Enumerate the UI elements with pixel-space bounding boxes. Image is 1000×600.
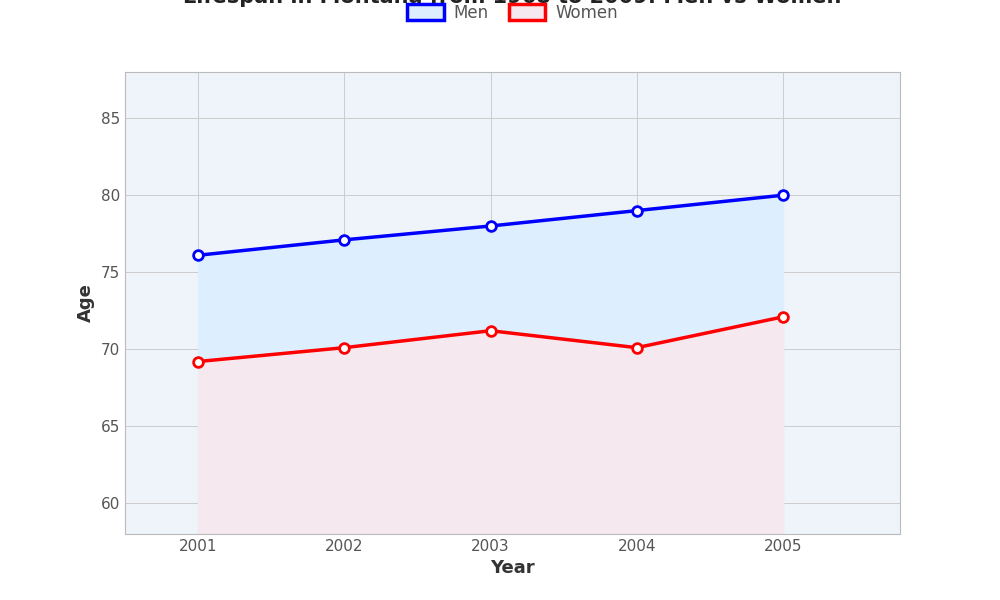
Legend: Men, Women: Men, Women <box>400 0 625 29</box>
Title: Lifespan in Montana from 1968 to 2009: Men vs Women: Lifespan in Montana from 1968 to 2009: M… <box>183 0 842 7</box>
X-axis label: Year: Year <box>490 559 535 577</box>
Y-axis label: Age: Age <box>77 284 95 322</box>
